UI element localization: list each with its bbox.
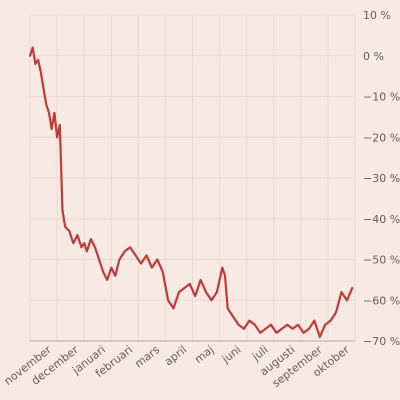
y-tick-label: −60 % xyxy=(363,294,400,307)
x-tick-label: juni xyxy=(219,343,244,366)
x-tick-label: mars xyxy=(132,343,162,370)
series-line xyxy=(28,46,354,338)
grid xyxy=(29,14,356,342)
y-axis: 10 % 0 % −10 % −20 % −30 % −40 % −50 % −60 % −70… xyxy=(30,9,400,348)
y-tick-label: −40 % xyxy=(363,213,400,226)
x-tick-label: april xyxy=(162,343,189,368)
x-tick-label: maj xyxy=(192,343,216,366)
series-layer xyxy=(28,46,354,338)
y-tick-label: 10 % xyxy=(363,9,391,22)
y-tick-label: 0 % xyxy=(363,50,384,63)
y-tick-label: −20 % xyxy=(363,131,400,144)
y-tick-label: −70 % xyxy=(363,335,400,348)
y-tick-label: −30 % xyxy=(363,172,400,185)
y-tick-label: −10 % xyxy=(363,91,400,104)
y-tick-label: −50 % xyxy=(363,254,400,267)
